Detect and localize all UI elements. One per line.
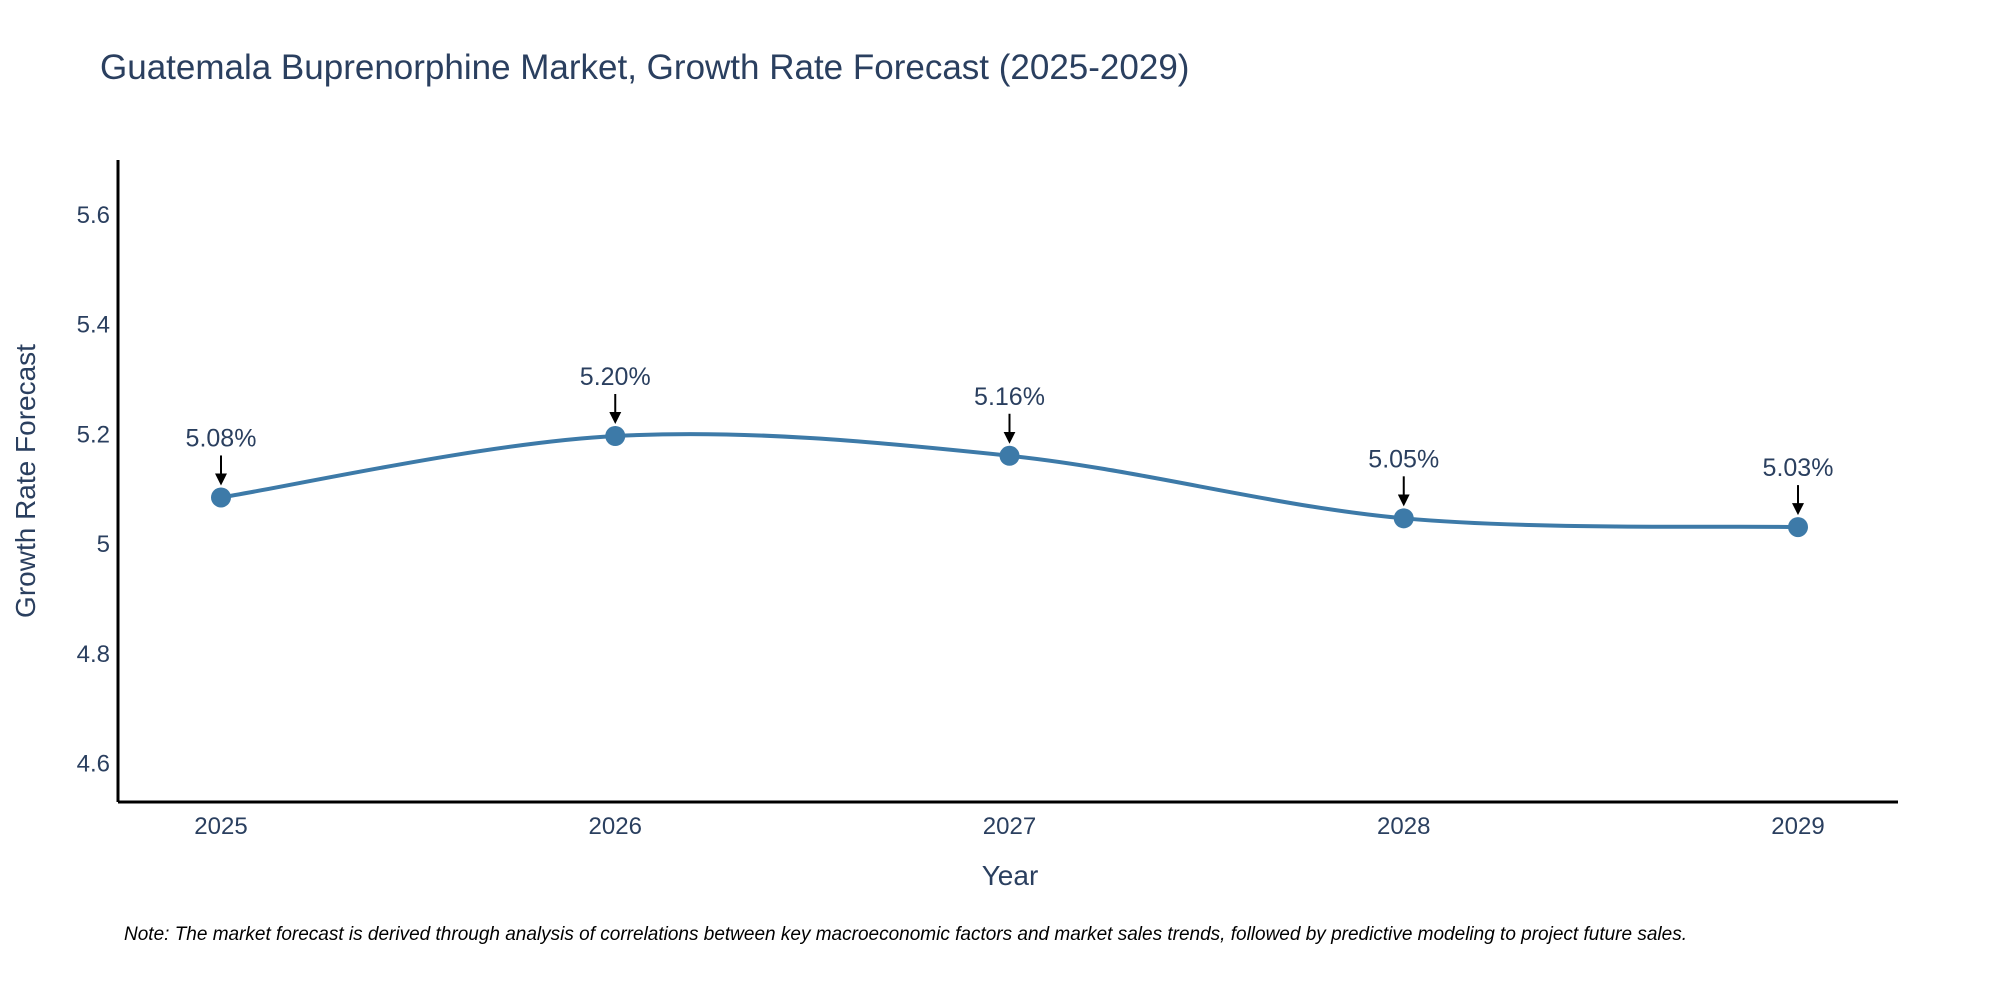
data-label: 5.20% (580, 363, 651, 391)
x-tick-label: 2028 (1377, 813, 1430, 840)
data-point (999, 445, 1020, 466)
footnote: Note: The market forecast is derived thr… (124, 924, 1687, 945)
chart-title: Guatemala Buprenorphine Market, Growth R… (100, 48, 1189, 87)
data-label: 5.16% (974, 383, 1045, 411)
y-tick-label: 5.6 (77, 202, 110, 229)
data-label: 5.05% (1368, 445, 1439, 473)
data-point (1393, 508, 1414, 529)
y-tick-label: 5 (97, 531, 110, 558)
plot-area: 4.6 4.8 5 5.2 5.4 5.6 2025 2026 2027 2028 2029 5.… (77, 160, 1898, 840)
x-tick-label: 2029 (1771, 813, 1824, 840)
y-tick-label: 4.6 (77, 751, 110, 778)
data-point (211, 487, 231, 508)
y-tick-label: 5.4 (77, 312, 110, 339)
data-point (605, 426, 626, 447)
y-axis-ticks: 4.6 4.8 5 5.2 5.4 5.6 (77, 202, 110, 778)
y-axis-title: Growth Rate Forecast (10, 344, 41, 618)
data-points (211, 426, 1808, 538)
x-tick-label: 2025 (194, 813, 247, 840)
data-label: 5.08% (186, 424, 257, 452)
y-tick-label: 5.2 (77, 421, 110, 448)
data-labels: 5.08% 5.20% 5.16% 5.05% 5.03% (186, 363, 1834, 516)
x-axis-ticks: 2025 2026 2027 2028 2029 (194, 813, 1824, 840)
data-point (1788, 517, 1808, 538)
x-axis-title: Year (982, 860, 1039, 891)
y-tick-label: 4.8 (77, 641, 110, 668)
x-tick-label: 2027 (983, 813, 1036, 840)
data-label: 5.03% (1763, 454, 1834, 482)
x-tick-label: 2026 (589, 813, 642, 840)
